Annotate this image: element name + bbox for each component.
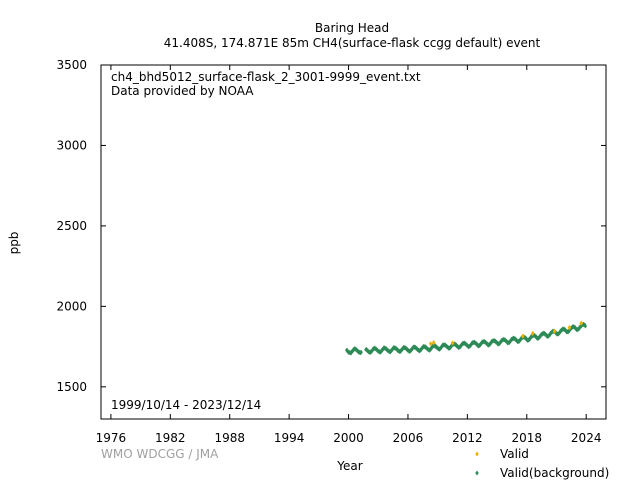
data-point: [567, 325, 572, 331]
legend-diamond: [475, 470, 479, 476]
chart-title: Baring Head: [315, 21, 389, 35]
series-valid: [428, 320, 584, 347]
y-tick-label: 1500: [56, 380, 87, 394]
x-tick-label: 2024: [571, 431, 602, 445]
data-point: [450, 340, 455, 346]
data-point: [359, 349, 363, 355]
legend-label-valid-background: Valid(background): [500, 466, 609, 480]
x-tick-label: 1982: [155, 431, 186, 445]
x-tick-label: 2000: [333, 431, 364, 445]
data-point: [583, 324, 587, 329]
x-tick-label: 1988: [214, 431, 245, 445]
y-tick-label: 2000: [56, 299, 87, 313]
y-axis: 1500 2000 2500 3000 3500: [56, 58, 606, 394]
data-point: [428, 341, 433, 347]
legend-diamond: [475, 451, 479, 457]
legend: Valid Valid(background): [475, 447, 609, 480]
legend-marker-valid: [475, 451, 479, 457]
x-tick-label: 2006: [393, 431, 424, 445]
file-label: ch4_bhd5012_surface-flask_2_3001-9999_ev…: [111, 70, 421, 84]
x-tick-label: 1994: [274, 431, 305, 445]
data-point: [431, 339, 436, 346]
credit-label: WMO WDCGG / JMA: [101, 447, 219, 461]
x-tick-label: 2012: [452, 431, 483, 445]
legend-label-valid: Valid: [500, 447, 529, 461]
data-point: [530, 330, 535, 336]
legend-marker-valid-background: [475, 470, 479, 476]
y-tick-label: 3000: [56, 138, 87, 152]
x-tick-label: 2018: [512, 431, 543, 445]
plot-area: [100, 64, 607, 420]
data-point: [552, 328, 557, 334]
data-point: [579, 320, 584, 326]
y-tick-label: 3500: [56, 58, 87, 72]
x-axis: 1976 1982 1988 1994 2000 2006 2012 2018 2024: [96, 65, 602, 445]
data-point: [521, 333, 525, 339]
chart-subtitle: 41.408S, 174.871E 85m CH4(surface-flask …: [164, 36, 541, 50]
x-axis-label: Year: [336, 459, 362, 473]
date-range-label: 1999/10/14 - 2023/12/14: [111, 398, 261, 412]
provider-label: Data provided by NOAA: [111, 84, 254, 98]
y-tick-label: 2500: [56, 219, 87, 233]
y-axis-label: ppb: [7, 232, 21, 255]
x-tick-label: 1976: [96, 431, 127, 445]
